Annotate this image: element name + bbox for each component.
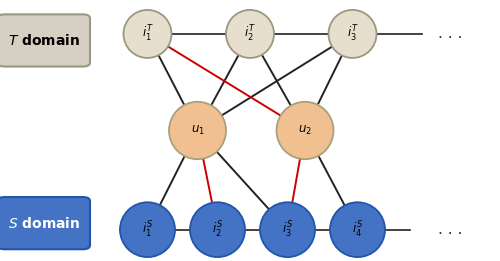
Ellipse shape (330, 202, 385, 257)
Ellipse shape (169, 102, 226, 159)
Text: $i_3^T$: $i_3^T$ (346, 24, 358, 44)
Ellipse shape (226, 10, 274, 58)
Ellipse shape (328, 10, 376, 58)
Text: $\mathbf{\mathit{S}}$ domain: $\mathbf{\mathit{S}}$ domain (8, 216, 80, 231)
Text: $i_2^S$: $i_2^S$ (212, 220, 223, 240)
Ellipse shape (120, 202, 175, 257)
Text: $i_2^T$: $i_2^T$ (244, 24, 256, 44)
FancyBboxPatch shape (0, 14, 90, 67)
Text: $i_3^S$: $i_3^S$ (282, 220, 293, 240)
FancyBboxPatch shape (0, 197, 90, 249)
Text: $i_1^S$: $i_1^S$ (142, 220, 153, 240)
Text: $i_4^S$: $i_4^S$ (352, 220, 363, 240)
Text: $u_2$: $u_2$ (298, 124, 312, 137)
Ellipse shape (260, 202, 315, 257)
Text: . . .: . . . (438, 222, 462, 237)
Ellipse shape (276, 102, 334, 159)
Text: $u_1$: $u_1$ (190, 124, 204, 137)
Ellipse shape (190, 202, 245, 257)
Ellipse shape (124, 10, 172, 58)
Text: . . .: . . . (438, 26, 462, 41)
Text: $i_1^T$: $i_1^T$ (142, 24, 154, 44)
Text: $\mathbf{\mathit{T}}$ domain: $\mathbf{\mathit{T}}$ domain (8, 33, 80, 48)
